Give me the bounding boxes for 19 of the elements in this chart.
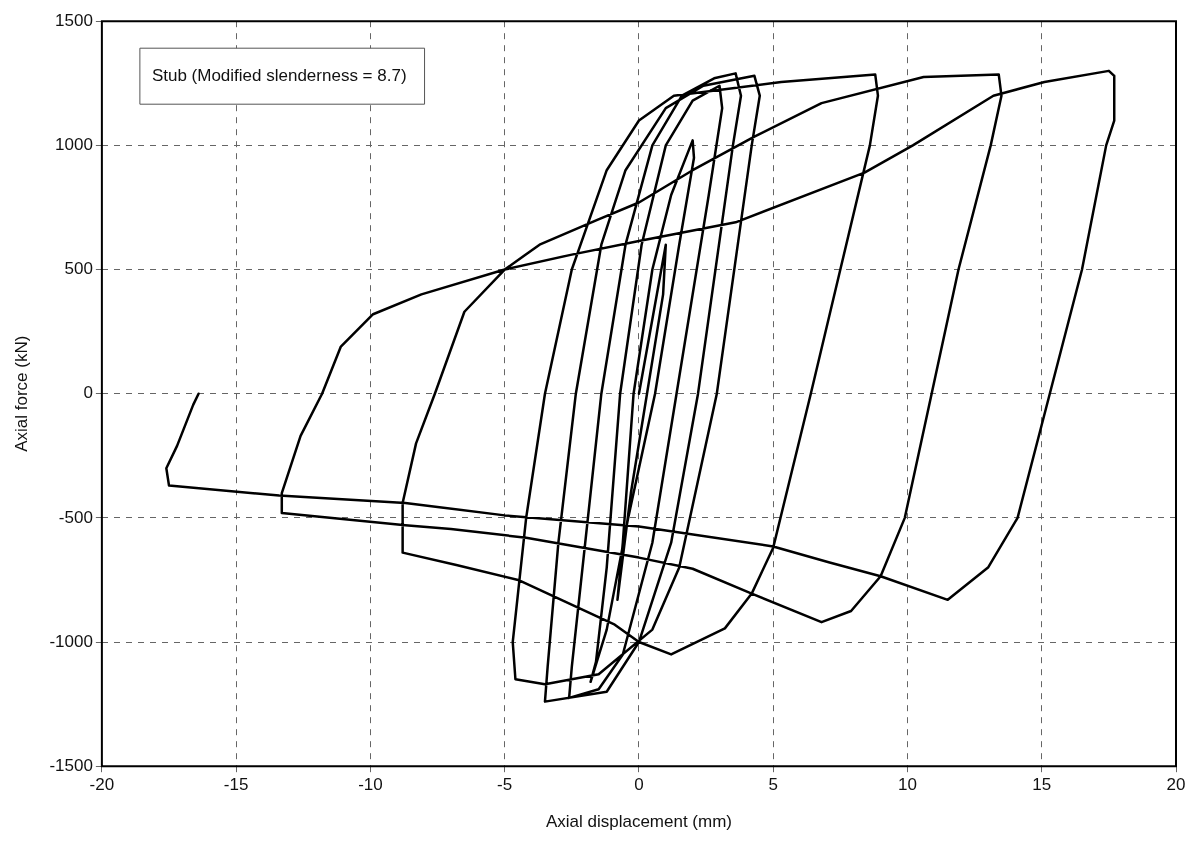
y-tick-label: -1000 <box>49 631 93 651</box>
x-tick-label: 0 <box>634 775 644 795</box>
x-tick-label: -20 <box>89 775 115 795</box>
x-tick-label: 5 <box>768 775 778 795</box>
x-tick-label: -5 <box>497 775 513 795</box>
x-tick-label: 15 <box>1032 775 1052 795</box>
x-tick-label: -10 <box>358 775 383 795</box>
y-tick-label: 500 <box>64 259 93 279</box>
y-tick-label: 1500 <box>55 10 93 30</box>
x-tick-label: 10 <box>898 775 917 795</box>
x-tick-label: -15 <box>223 775 249 795</box>
annotation: Stub (Modified slenderness = 8.7) <box>151 65 407 85</box>
y-tick-label: -500 <box>58 507 93 527</box>
x-axis-title: Axial displacement (mm) <box>545 812 732 832</box>
x-tick-label: 20 <box>1166 775 1186 795</box>
y-axis-title: Axial force (kN) <box>11 335 31 452</box>
y-tick-label: 1000 <box>55 135 93 155</box>
y-tick-label: -1500 <box>49 755 93 775</box>
y-tick-label: 0 <box>83 383 93 403</box>
